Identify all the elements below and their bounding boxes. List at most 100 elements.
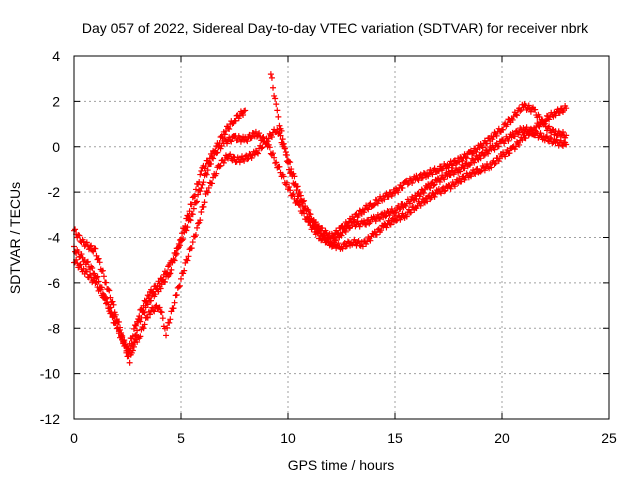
data-point — [145, 293, 152, 300]
data-point — [427, 185, 434, 192]
data-point — [456, 158, 463, 165]
data-point — [552, 112, 559, 119]
data-point — [97, 286, 104, 293]
data-point — [203, 188, 210, 195]
data-point — [272, 95, 279, 102]
data-point — [133, 322, 140, 329]
data-point — [397, 205, 404, 212]
data-point — [150, 288, 157, 295]
data-point — [228, 138, 235, 145]
data-point — [175, 283, 182, 290]
data-point — [167, 316, 174, 323]
data-point — [351, 236, 358, 243]
data-point — [120, 338, 127, 345]
data-point — [484, 140, 491, 147]
data-point — [203, 171, 210, 178]
data-point — [83, 239, 90, 246]
data-point — [563, 105, 570, 112]
data-point — [417, 191, 424, 198]
data-point — [244, 156, 251, 163]
data-point — [451, 183, 458, 190]
data-point — [506, 150, 513, 157]
data-point — [319, 225, 326, 232]
data-point — [169, 259, 176, 266]
data-point — [130, 343, 137, 350]
data-point — [493, 132, 500, 139]
data-point — [342, 243, 349, 250]
data-point — [424, 198, 431, 205]
data-point — [491, 146, 498, 153]
data-point — [281, 145, 288, 152]
data-point — [200, 179, 207, 186]
data-point — [139, 307, 146, 314]
data-point — [477, 155, 484, 162]
data-point — [382, 213, 389, 220]
data-point — [559, 129, 566, 136]
data-point — [180, 270, 187, 277]
data-point — [295, 193, 302, 200]
data-point — [108, 309, 115, 316]
x-tick-labels: 0 5 10 15 20 25 — [70, 430, 617, 446]
grid — [74, 56, 609, 419]
data-point — [172, 250, 179, 257]
data-point — [428, 194, 435, 201]
data-point — [363, 221, 370, 228]
y-tick-label: -10 — [40, 366, 60, 382]
data-point — [536, 123, 543, 130]
data-point — [151, 308, 158, 315]
data-point — [164, 324, 171, 331]
data-point — [260, 133, 267, 140]
data-point — [457, 168, 464, 175]
plot-frame — [73, 55, 610, 420]
data-point — [220, 159, 227, 166]
data-point — [355, 237, 362, 244]
data-point — [173, 250, 180, 257]
data-point — [517, 108, 524, 115]
data-point — [363, 202, 370, 209]
data-marks — [71, 71, 570, 366]
data-point — [289, 192, 296, 199]
data-point — [479, 163, 486, 170]
data-point — [375, 214, 382, 221]
data-point — [563, 141, 570, 148]
data-point — [110, 313, 117, 320]
data-point — [144, 314, 151, 321]
data-point — [295, 201, 302, 208]
data-point — [318, 237, 325, 244]
data-point — [221, 157, 228, 164]
data-point — [248, 155, 255, 162]
data-point — [542, 134, 549, 141]
x-axis-label: GPS time / hours — [288, 457, 395, 473]
data-point — [447, 172, 454, 179]
y-axis-label: SDTVAR / TECUs — [7, 182, 23, 294]
data-point — [204, 167, 211, 174]
data-point — [445, 164, 452, 171]
data-point — [356, 223, 363, 230]
data-point — [367, 237, 374, 244]
data-point — [173, 292, 180, 299]
data-point — [512, 111, 519, 118]
data-point — [100, 292, 107, 299]
data-point — [210, 155, 217, 162]
data-point — [199, 181, 206, 188]
data-point — [170, 305, 177, 312]
data-point — [371, 228, 378, 235]
data-point — [189, 239, 196, 246]
data-point — [240, 111, 247, 118]
data-point — [378, 227, 385, 234]
data-point — [395, 212, 402, 219]
data-point — [461, 165, 468, 172]
data-point — [111, 313, 118, 320]
y-tick-label: -4 — [48, 230, 61, 246]
data-point — [434, 175, 441, 182]
data-point — [477, 168, 484, 175]
data-point — [265, 135, 272, 142]
data-point — [84, 258, 91, 265]
data-point — [559, 143, 566, 150]
data-point — [122, 342, 129, 349]
data-point — [194, 224, 201, 231]
data-point — [217, 145, 224, 152]
data-point — [150, 307, 157, 314]
data-point — [463, 155, 470, 162]
data-point — [509, 116, 516, 123]
